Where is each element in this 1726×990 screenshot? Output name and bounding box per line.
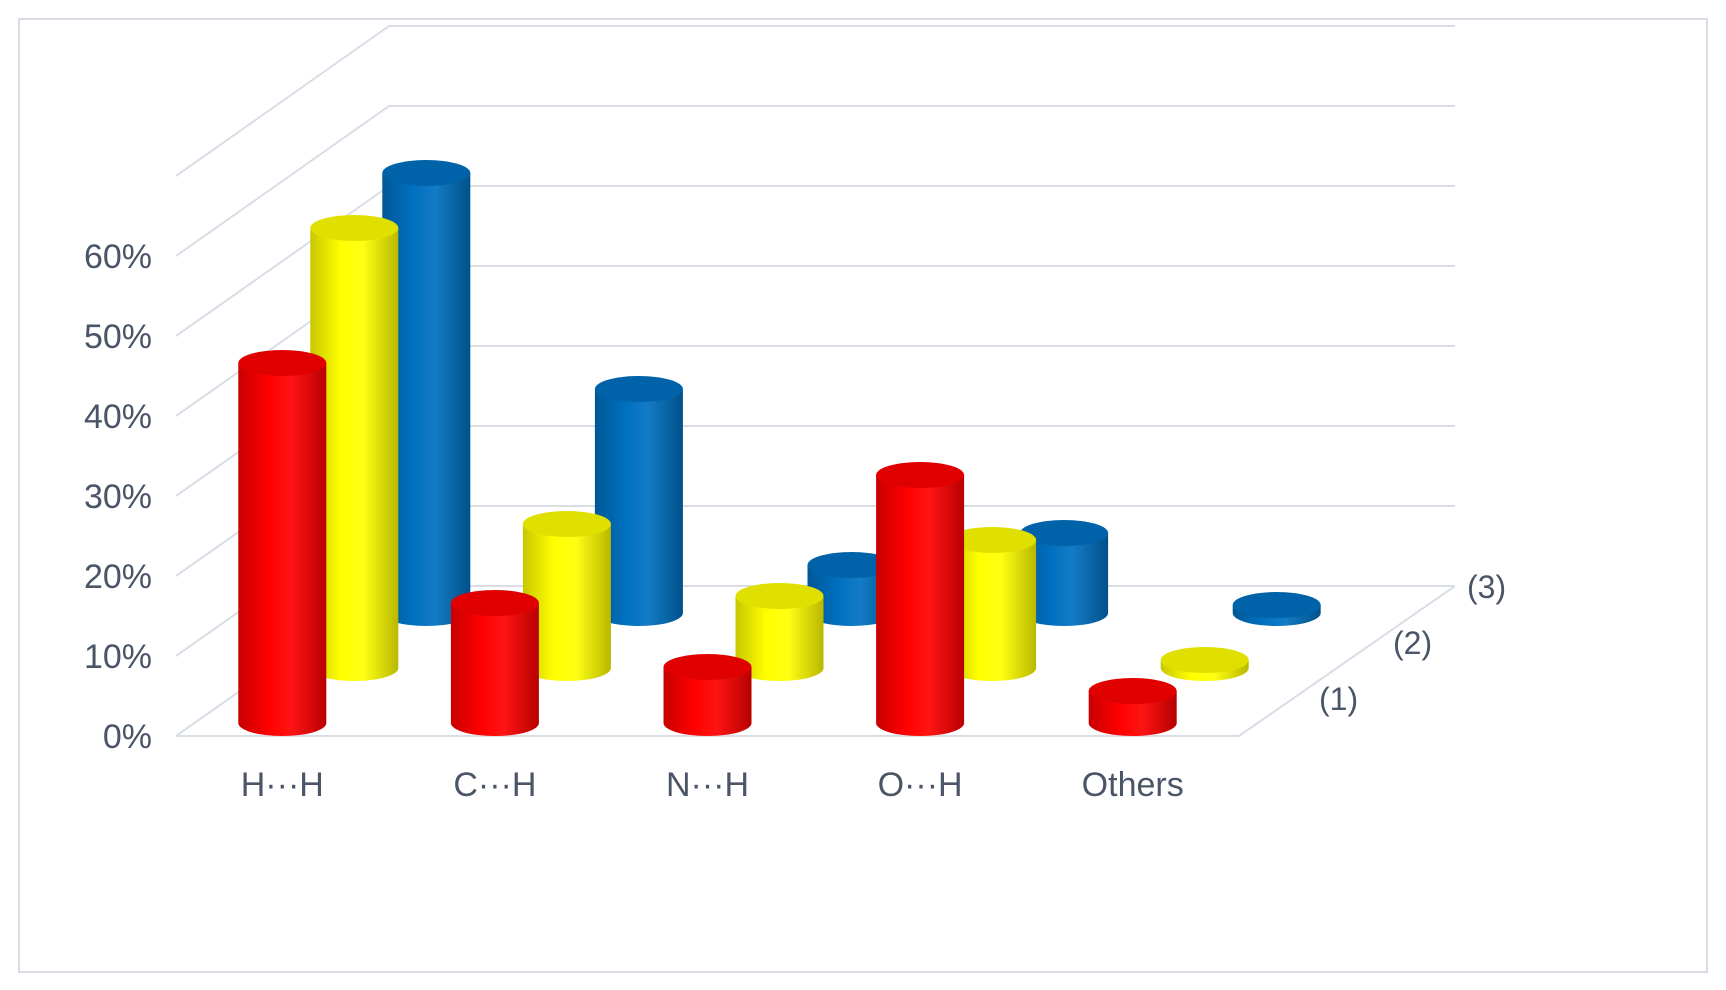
bar-body <box>450 603 539 736</box>
bar-body <box>594 389 683 626</box>
grid-line-left-wall <box>175 25 390 177</box>
bar-top <box>735 583 824 609</box>
bar-3-cat1 <box>594 376 683 626</box>
bar-body <box>310 228 399 681</box>
category-label: O···H <box>878 766 963 804</box>
bar-body <box>948 540 1037 682</box>
bar-top <box>663 654 752 680</box>
category-label: N···H <box>666 766 749 804</box>
bar-top <box>1020 520 1109 546</box>
bar-1-cat4 <box>1088 678 1177 736</box>
y-tick-label: 0% <box>103 718 152 756</box>
chart-frame: 0% 10% 20% 30% 40% 50% 60% H···H C···H N···H O···… <box>18 18 1708 973</box>
bar-top <box>948 527 1037 553</box>
series-labels: (1) (2) (3) <box>1319 569 1506 717</box>
bar-body <box>382 173 471 626</box>
bar-top <box>1232 592 1321 618</box>
bar-top <box>876 462 965 488</box>
bar-3-cat4 <box>1232 592 1321 626</box>
chart-svg: 0% 10% 20% 30% 40% 50% 60% H···H C···H N···H O···… <box>84 25 1506 804</box>
bar-top <box>1088 678 1177 704</box>
bar-2-cat4 <box>1160 647 1249 682</box>
y-tick-label: 10% <box>84 638 152 676</box>
grid-line-left-wall <box>175 185 390 337</box>
y-tick-label: 40% <box>84 398 152 436</box>
bars <box>238 160 1321 736</box>
grid-line-left-wall <box>175 105 390 257</box>
series-label: (2) <box>1393 625 1432 661</box>
bar-top <box>522 511 611 537</box>
bar-1-cat0 <box>238 350 327 736</box>
bar-top <box>807 552 896 578</box>
bar-body <box>807 565 896 626</box>
bar-2-cat0 <box>310 215 399 681</box>
bar-1-cat3 <box>876 462 965 736</box>
bar-top <box>238 350 327 376</box>
series-label: (3) <box>1467 569 1506 605</box>
bar-top <box>594 376 683 402</box>
bar-top <box>382 160 471 186</box>
bar-3-cat0 <box>382 160 471 626</box>
y-axis-ticks: 0% 10% 20% 30% 40% 50% 60% <box>84 238 152 756</box>
bar-body <box>1020 533 1109 626</box>
bar-1-cat1 <box>450 590 539 736</box>
bar-2-cat3 <box>948 527 1037 682</box>
bar-1-cat2 <box>663 654 752 736</box>
y-tick-label: 60% <box>84 238 152 276</box>
bar-body <box>735 596 824 682</box>
y-tick-label: 30% <box>84 478 152 516</box>
category-label: H···H <box>241 766 324 804</box>
floor-right-edge <box>1238 585 1456 737</box>
category-labels: H···H C···H N···H O···H Others <box>241 766 1184 804</box>
bar-top <box>310 215 399 241</box>
bar-body <box>663 667 752 736</box>
category-label: C···H <box>453 766 536 804</box>
series-label: (1) <box>1319 681 1358 717</box>
bar-top <box>1160 647 1249 673</box>
bar-2-cat1 <box>522 511 611 682</box>
bar-2-cat2 <box>735 583 824 682</box>
bar-body <box>522 524 611 682</box>
y-tick-label: 50% <box>84 318 152 356</box>
bar-3-cat3 <box>1020 520 1109 626</box>
y-tick-label: 20% <box>84 558 152 596</box>
bar-body <box>876 475 965 736</box>
category-label: Others <box>1082 766 1184 804</box>
bar-top <box>450 590 539 616</box>
bar-body <box>238 363 327 736</box>
bar-3-cat2 <box>807 552 896 626</box>
